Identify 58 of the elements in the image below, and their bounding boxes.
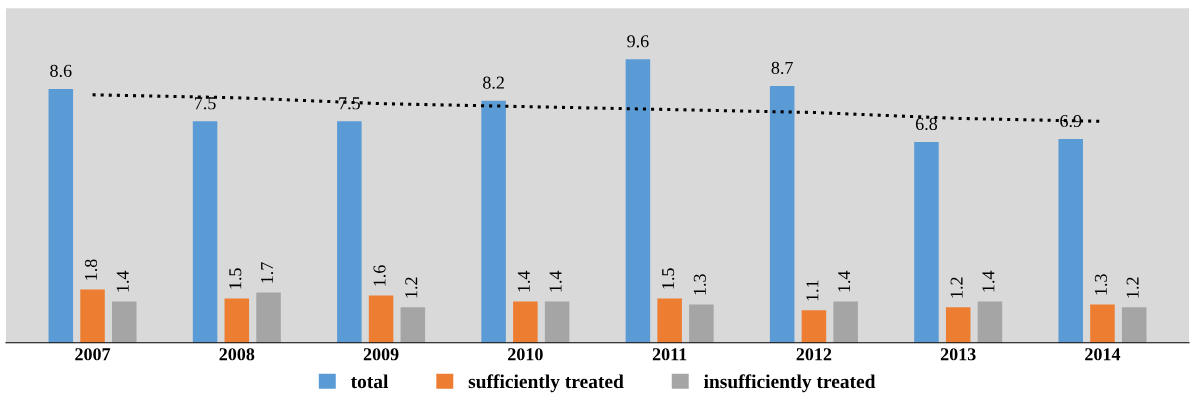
- legend-label: sufficiently treated: [468, 374, 624, 393]
- bar: [1090, 304, 1115, 343]
- bar: [48, 88, 74, 343]
- data-label: 1.5: [229, 268, 242, 289]
- bar: [945, 307, 971, 343]
- data-label: 1.8: [84, 259, 98, 280]
- data-label: 1.2: [950, 277, 963, 298]
- bar: [112, 301, 137, 343]
- bar: [368, 295, 394, 343]
- data-label: 1.4: [838, 270, 851, 292]
- bar: [769, 85, 795, 343]
- legend-label: total: [350, 374, 389, 389]
- data-label: 1.1: [806, 280, 819, 301]
- bar: [513, 301, 538, 343]
- bar: [914, 142, 939, 343]
- data-label: 8.6: [50, 64, 72, 77]
- data-label: 7.5: [339, 97, 360, 110]
- x-tick-label: 2007: [75, 348, 111, 361]
- data-label: 1.2: [405, 277, 418, 298]
- bar: [1058, 139, 1083, 343]
- bar: [1121, 307, 1147, 343]
- data-label: 1.4: [982, 270, 995, 292]
- data-label: 1.6: [373, 265, 386, 286]
- bar: [833, 301, 858, 343]
- bar: [689, 304, 714, 343]
- bar: [400, 307, 426, 343]
- data-label: 1.5: [662, 268, 675, 289]
- data-label: 1.2: [1126, 277, 1139, 298]
- bar: [192, 121, 218, 343]
- bar: [801, 310, 827, 343]
- bar: [657, 298, 682, 343]
- x-tick-label: 2011: [652, 348, 687, 361]
- data-label: 9.6: [627, 35, 649, 48]
- bar: [80, 289, 105, 343]
- data-label: 8.7: [771, 61, 793, 75]
- data-label: 7.5: [194, 97, 216, 110]
- x-tick-label: 2013: [940, 348, 976, 361]
- data-label: 1.3: [693, 274, 706, 295]
- data-label: 1.3: [1094, 274, 1108, 295]
- x-tick-label: 2014: [1085, 348, 1121, 361]
- x-tick-label: 2012: [796, 348, 832, 361]
- bar: [977, 301, 1003, 343]
- data-label: 1.7: [260, 262, 274, 283]
- x-tick-label: 2009: [363, 348, 399, 361]
- bar: [544, 301, 570, 343]
- data-label: 1.4: [549, 270, 562, 292]
- x-tick-label: 2008: [219, 348, 255, 361]
- legend-label: insufficiently treated: [704, 374, 876, 393]
- bar: [481, 100, 506, 343]
- data-label: 1.4: [116, 270, 129, 292]
- data-label: 6.8: [915, 117, 938, 131]
- data-label: 1.4: [517, 270, 530, 292]
- bar: [224, 298, 250, 343]
- bar: [625, 59, 651, 343]
- x-tick-label: 2010: [508, 348, 543, 361]
- bar: [337, 121, 362, 343]
- bar: [256, 292, 281, 343]
- data-label: 8.2: [483, 76, 504, 89]
